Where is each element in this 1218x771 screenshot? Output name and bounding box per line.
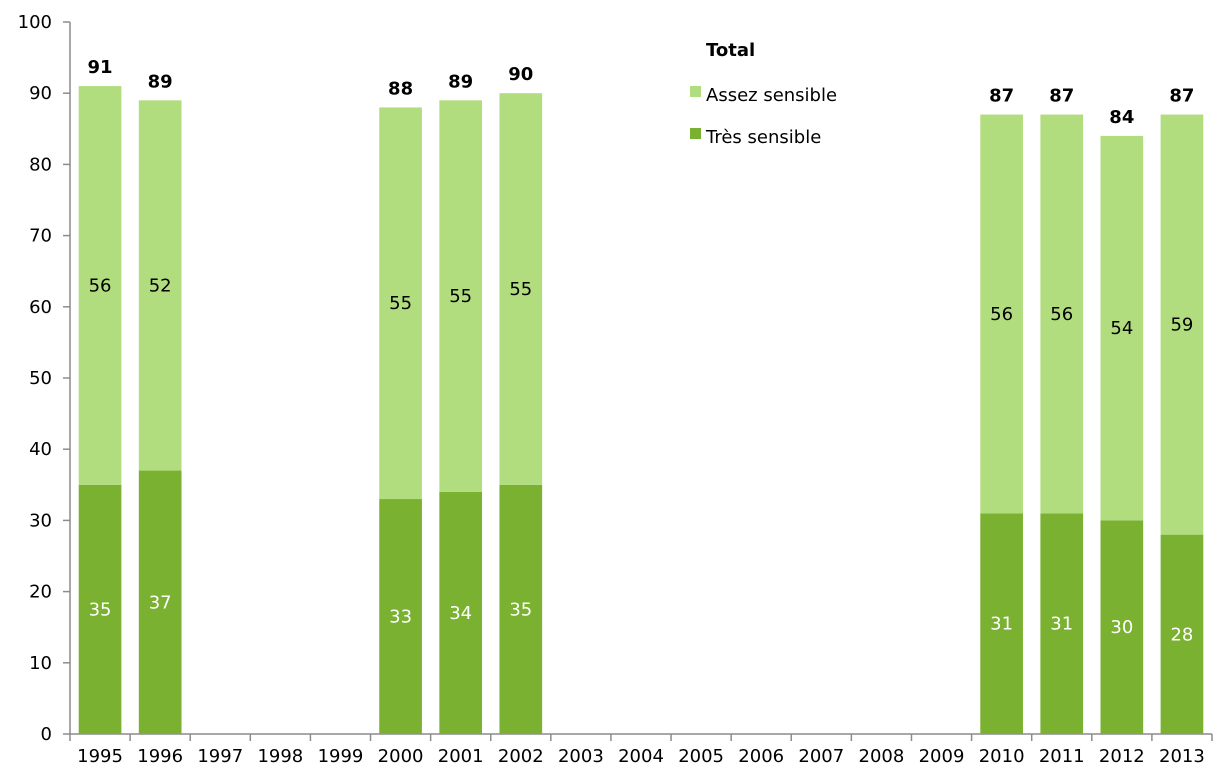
x-tick-label: 2000 [378, 746, 424, 767]
x-tick-label: 2004 [618, 746, 664, 767]
bar-assez-sensible [379, 107, 422, 500]
data-label-total: 88 [388, 78, 413, 99]
y-tick-label: 80 [29, 154, 52, 175]
data-label-total: 87 [1169, 86, 1194, 107]
data-label-tres-sensible: 37 [149, 592, 172, 613]
bar-assez-sensible [1160, 114, 1204, 535]
y-tick-label: 70 [29, 226, 52, 247]
y-tick-label: 10 [29, 653, 52, 674]
bar-tres-sensible [499, 484, 543, 734]
legend-label-tres-sensible: Très sensible [705, 127, 821, 148]
data-label-assez-sensible: 55 [449, 286, 472, 307]
data-label-total: 89 [448, 71, 473, 92]
data-label-tres-sensible: 33 [389, 607, 412, 628]
y-tick-label: 90 [29, 83, 52, 104]
x-tick-label: 2001 [438, 746, 484, 767]
y-tick-label: 50 [29, 368, 52, 389]
legend-title: Total [706, 40, 755, 61]
legend-swatch-assez-sensible [690, 86, 701, 97]
y-tick-label: 30 [29, 510, 52, 531]
data-label-tres-sensible: 31 [990, 614, 1013, 635]
x-tick-label: 2005 [678, 746, 724, 767]
x-tick-label: 2007 [798, 746, 844, 767]
data-label-tres-sensible: 30 [1110, 617, 1133, 638]
x-tick-label: 1996 [137, 746, 183, 767]
x-tick-label: 2008 [859, 746, 905, 767]
data-label-assez-sensible: 56 [1050, 304, 1073, 325]
legend-label-assez-sensible: Assez sensible [706, 85, 837, 106]
data-label-total: 89 [148, 71, 173, 92]
data-label-assez-sensible: 56 [990, 304, 1013, 325]
bar-assez-sensible [1040, 114, 1084, 514]
bar-assez-sensible [138, 100, 182, 471]
data-label-tres-sensible: 31 [1050, 614, 1073, 635]
data-label-total: 90 [508, 64, 533, 85]
data-label-total: 87 [1049, 86, 1074, 107]
x-tick-label: 1997 [197, 746, 243, 767]
data-label-assez-sensible: 55 [389, 293, 412, 314]
data-label-assez-sensible: 56 [89, 275, 112, 296]
data-label-total: 91 [88, 57, 113, 78]
bar-tres-sensible [980, 513, 1023, 734]
y-tick-label: 40 [29, 439, 52, 460]
bar-tres-sensible [138, 470, 182, 734]
data-label-tres-sensible: 35 [509, 599, 532, 620]
bar-tres-sensible [78, 484, 122, 734]
x-tick-label: 2009 [919, 746, 965, 767]
x-tick-label: 2010 [979, 746, 1025, 767]
y-tick-label: 60 [29, 297, 52, 318]
data-label-tres-sensible: 35 [89, 599, 112, 620]
data-label-tres-sensible: 34 [449, 603, 472, 624]
data-label-total: 84 [1109, 107, 1134, 128]
y-tick-label: 100 [18, 12, 52, 33]
bar-tres-sensible [379, 499, 422, 734]
x-tick-label: 1995 [77, 746, 123, 767]
x-tick-label: 2003 [558, 746, 604, 767]
data-label-assez-sensible: 59 [1170, 315, 1193, 336]
data-label-tres-sensible: 28 [1170, 624, 1193, 645]
bar-tres-sensible [1160, 534, 1204, 734]
bar-tres-sensible [1040, 513, 1084, 734]
x-tick-label: 2012 [1099, 746, 1145, 767]
bar-assez-sensible [499, 93, 543, 485]
data-label-total: 87 [989, 86, 1014, 107]
x-tick-label: 1998 [257, 746, 303, 767]
data-label-assez-sensible: 52 [149, 275, 172, 296]
x-tick-label: 1999 [318, 746, 364, 767]
x-tick-label: 2006 [738, 746, 784, 767]
x-tick-label: 2013 [1159, 746, 1205, 767]
bar-assez-sensible [980, 114, 1023, 514]
bar-assez-sensible [439, 100, 483, 492]
data-label-assez-sensible: 55 [509, 279, 532, 300]
y-tick-label: 0 [41, 724, 52, 745]
bar-tres-sensible [439, 491, 483, 734]
bar-tres-sensible [1100, 520, 1144, 734]
y-tick-label: 20 [29, 582, 52, 603]
x-tick-label: 2002 [498, 746, 544, 767]
legend-swatch-tres-sensible [690, 128, 701, 139]
bar-assez-sensible [78, 86, 122, 485]
bar-assez-sensible [1100, 135, 1144, 521]
data-label-assez-sensible: 54 [1110, 318, 1133, 339]
x-tick-label: 2011 [1039, 746, 1085, 767]
